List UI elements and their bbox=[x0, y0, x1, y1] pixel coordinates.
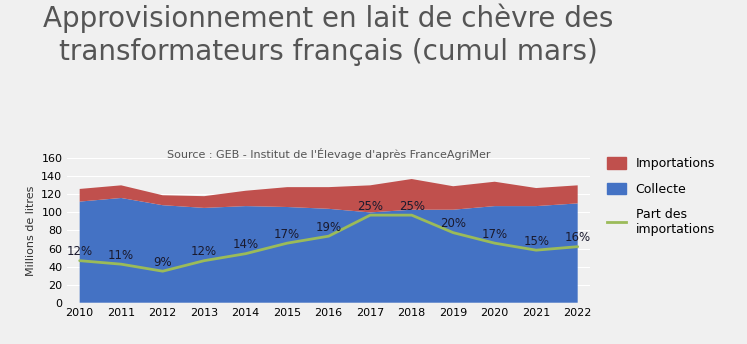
Text: 15%: 15% bbox=[523, 235, 549, 248]
Text: 17%: 17% bbox=[274, 228, 300, 241]
Text: 16%: 16% bbox=[565, 232, 591, 244]
Text: 14%: 14% bbox=[232, 238, 258, 251]
Text: 12%: 12% bbox=[191, 245, 217, 258]
Text: 19%: 19% bbox=[316, 221, 341, 234]
Text: 9%: 9% bbox=[153, 256, 172, 269]
Text: 25%: 25% bbox=[357, 200, 383, 213]
Text: 17%: 17% bbox=[482, 228, 508, 241]
Text: Approvisionnement en lait de chèvre des
transformateurs français (cumul mars): Approvisionnement en lait de chèvre des … bbox=[43, 3, 614, 66]
Legend: Importations, Collecte, Part des
importations: Importations, Collecte, Part des importa… bbox=[607, 157, 715, 236]
Text: Source : GEB - Institut de l'Élevage d'après FranceAgriMer: Source : GEB - Institut de l'Élevage d'a… bbox=[167, 148, 491, 160]
Text: 20%: 20% bbox=[440, 217, 466, 230]
Y-axis label: Millions de litres: Millions de litres bbox=[25, 185, 36, 276]
Text: 25%: 25% bbox=[399, 200, 425, 213]
Text: 11%: 11% bbox=[108, 249, 134, 262]
Text: 12%: 12% bbox=[66, 245, 93, 258]
